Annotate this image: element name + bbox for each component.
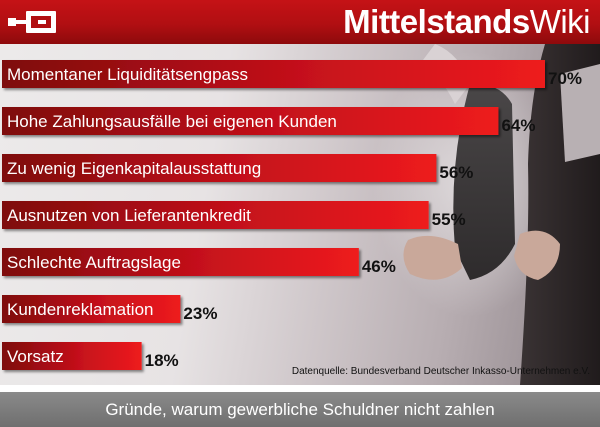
bar-value-label: 55% [432,210,466,229]
chart-title-bar: Gründe, warum gewerbliche Schuldner nich… [0,389,600,427]
bar-value-label: 56% [439,163,473,182]
bar-category-label: Hohe Zahlungsausfälle bei eigenen Kunden [7,112,337,131]
bar [2,248,359,276]
bar-category-label: Ausnutzen von Lieferantenkredit [7,206,251,225]
brand-header: MittelstandsWiki [0,0,600,44]
bar [2,342,142,370]
bar-value-label: 46% [362,257,396,276]
bar-group: Ausnutzen von Lieferantenkredit 55% [2,201,466,229]
brand-name: MittelstandsWiki [343,2,590,42]
bar [2,201,429,229]
bar-value-label: 70% [548,69,582,88]
bar-group: Momentaner Liquiditätsengpass 70% [2,60,582,88]
bar-group: Schlechte Auftragslage 46% [2,248,396,276]
brand-name-light: Wiki [529,3,591,40]
data-source-note: Datenquelle: Bundesverband Deutscher Ink… [291,366,590,377]
bar-category-label: Vorsatz [7,347,64,366]
bar-category-label: Zu wenig Eigenkapitalausstattung [7,159,261,178]
bar-value-label: 23% [183,304,217,323]
bar [2,154,437,182]
bar-group: Zu wenig Eigenkapitalausstattung 56% [2,154,473,182]
mittelstandswiki-logo-icon [8,11,56,33]
bar-value-label: 64% [501,116,535,135]
bar-group: Hohe Zahlungsausfälle bei eigenen Kunden… [2,107,535,135]
bar-category-label: Kundenreklamation [7,300,153,319]
bar-group: Kundenreklamation 23% [2,295,217,323]
bar-group: Vorsatz 18% [2,342,179,370]
brand-name-bold: Mittelstands [343,3,530,40]
chart-title: Gründe, warum gewerbliche Schuldner nich… [105,400,495,419]
bar-chart: Momentaner Liquiditätsengpass 70% Hohe Zah… [2,60,582,370]
bars-layer: Momentaner Liquiditätsengpass 70% Hohe Zah… [2,60,582,370]
bar-category-label: Momentaner Liquiditätsengpass [7,65,248,84]
bar-value-label: 18% [145,351,179,370]
bar [2,107,499,135]
bar [2,295,181,323]
bar [2,60,545,88]
bar-category-label: Schlechte Auftragslage [7,253,181,272]
